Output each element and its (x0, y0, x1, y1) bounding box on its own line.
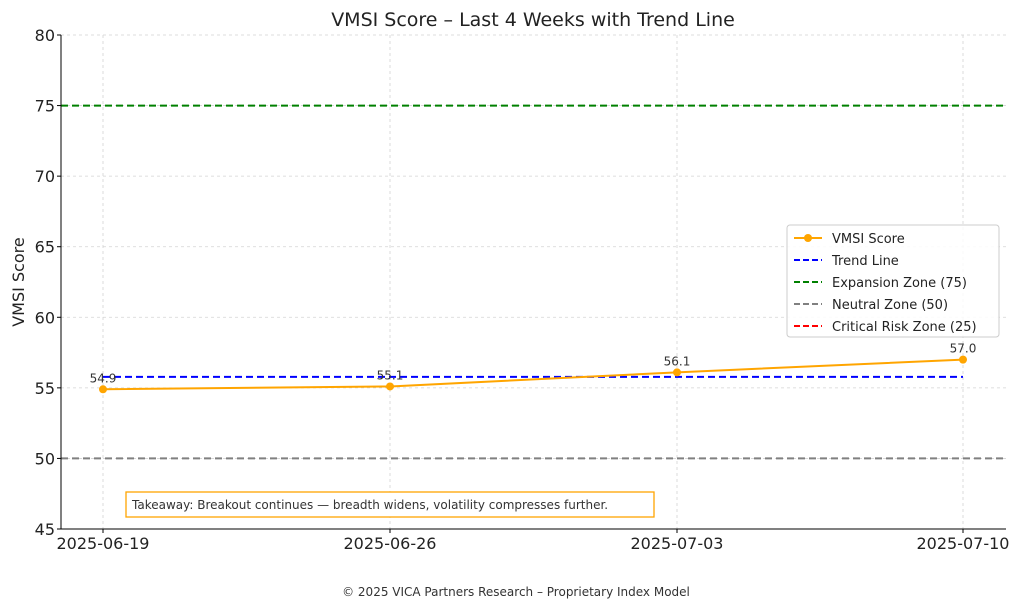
x-tick-label-2: 2025-07-03 (631, 534, 724, 553)
reference-lines (61, 104, 1006, 460)
data-label-1: 55.1 (377, 368, 404, 382)
vmsi-point-2 (673, 368, 681, 377)
vmsi-point-0 (99, 385, 107, 394)
legend-box (786, 224, 1000, 338)
legend-label-0: VMSI Score (832, 232, 905, 247)
data-label-2: 56.1 (664, 354, 691, 368)
takeaway-annotation: Takeaway: Breakout continues — breadth w… (125, 491, 655, 518)
legend-marker-0 (804, 234, 812, 242)
legend-label-3: Neutral Zone (50) (832, 298, 948, 313)
legend-label-4: Critical Risk Zone (25) (832, 320, 977, 335)
y-tick-label-50: 50 (35, 449, 55, 468)
vmsi-score-line (102, 358, 964, 391)
y-tick-label-75: 75 (35, 97, 55, 116)
y-tick-label-65: 65 (35, 238, 55, 257)
axes-layer: 45 50 55 60 65 70 75 80 2025-06-19 2025-06-26 2025… (35, 26, 1010, 553)
data-label-0: 54.9 (90, 371, 117, 385)
y-tick-label-60: 60 (35, 308, 55, 327)
legend-label-1: Trend Line (831, 254, 899, 269)
y-axis-label: VMSI Score (9, 237, 28, 327)
legend: VMSI Score Trend Line Expansion Zone (75) N… (786, 224, 1000, 338)
x-tick-label-3: 2025-07-10 (917, 534, 1010, 553)
data-label-3: 57.0 (950, 342, 977, 356)
y-tick-label-70: 70 (35, 167, 55, 186)
chart-title: VMSI Score – Last 4 Weeks with Trend Lin… (331, 9, 735, 31)
vmsi-point-3 (959, 355, 967, 364)
footer-copyright: © 2025 VICA Partners Research – Propriet… (342, 585, 690, 599)
takeaway-box (125, 491, 655, 518)
y-tick-label-55: 55 (35, 379, 55, 398)
vmsi-point-1 (386, 382, 394, 391)
legend-label-2: Expansion Zone (75) (832, 276, 967, 291)
x-tick-label-1: 2025-06-26 (344, 534, 437, 553)
y-tick-label-80: 80 (35, 26, 55, 45)
series-layer: 54.9 55.1 56.1 57.0 (90, 342, 977, 394)
takeaway-text: Takeaway: Breakout continues — breadth w… (131, 498, 608, 512)
x-tick-label-0: 2025-06-19 (57, 534, 150, 553)
y-tick-label-45: 45 (35, 520, 55, 539)
